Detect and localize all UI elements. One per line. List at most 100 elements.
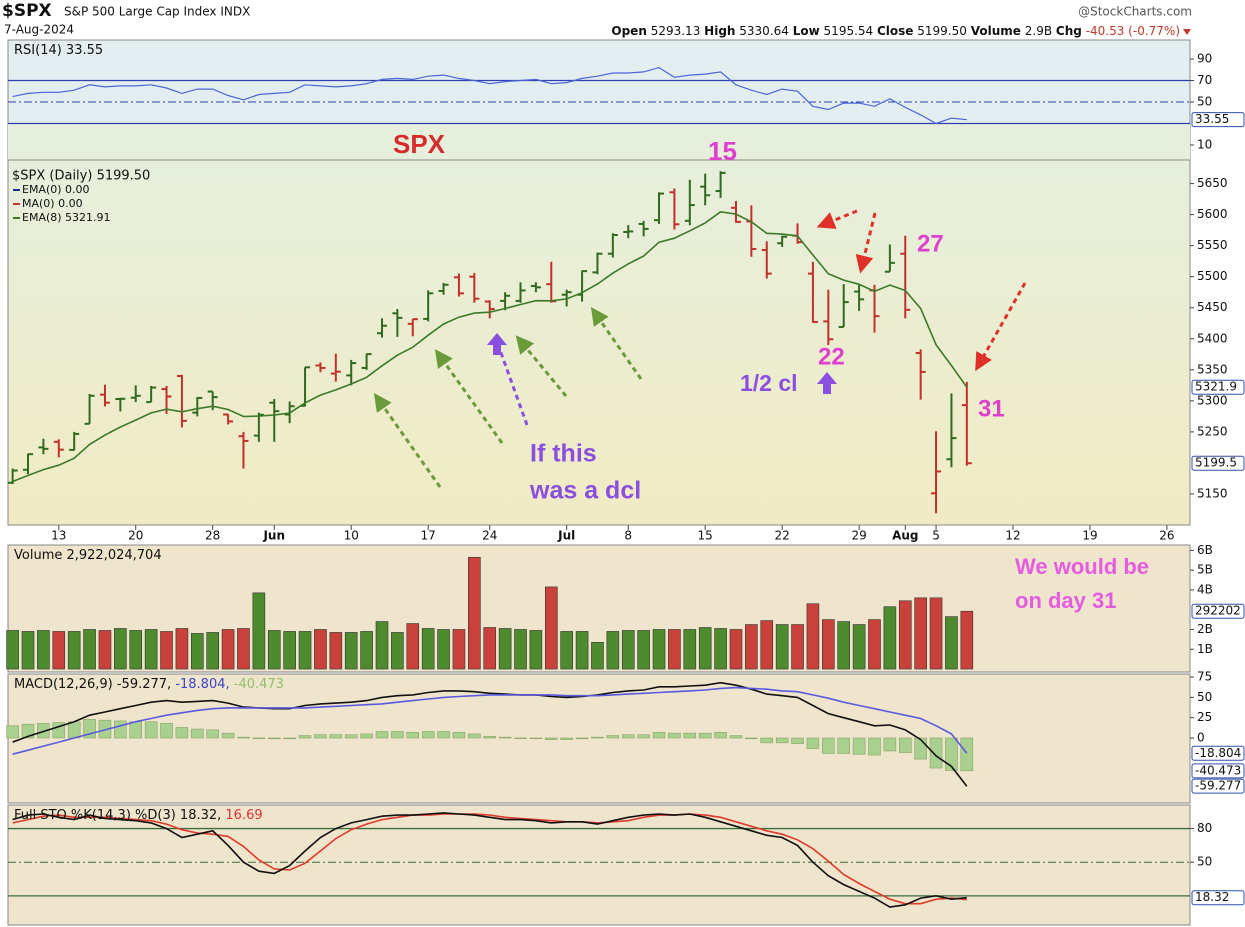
quote-label: High — [704, 24, 735, 38]
value-marker-label: 18.32 — [1195, 890, 1229, 904]
y-tick-label: 6B — [1197, 543, 1213, 557]
y-tick-label: 5300 — [1197, 393, 1228, 407]
volume-bar — [237, 628, 250, 670]
x-tick-label: Jun — [262, 529, 285, 543]
y-tick-label: 5450 — [1197, 300, 1228, 314]
volume-bar — [606, 631, 620, 670]
y-tick-label: 5400 — [1197, 331, 1228, 345]
volume-bar — [929, 597, 943, 670]
arrow — [816, 209, 858, 229]
histogram-bar — [6, 725, 19, 739]
histogram-bar — [406, 732, 420, 739]
plot: 13 20 28 Jun 10 17 24 Jul 8 15 22 29 Aug 5 12 19 26 10 50 7… — [6, 43, 1245, 908]
histogram-bar — [314, 734, 327, 739]
value-marker-label: -40.473 — [1195, 763, 1241, 777]
quote-value: 5293.13 — [651, 24, 701, 38]
volume-bar — [483, 627, 497, 670]
arrow — [975, 282, 1027, 372]
legend-label: -18.804, — [171, 677, 229, 692]
x-tick-label: 17 — [421, 529, 436, 543]
y-tick-label: 5150 — [1197, 486, 1228, 500]
y-tick-label: 5550 — [1197, 238, 1228, 252]
volume-bar — [714, 628, 727, 670]
histogram-bar — [468, 733, 481, 739]
volume-bar — [391, 632, 404, 670]
volume-bar — [591, 642, 604, 670]
value-marker-label: -59.277 — [1195, 779, 1241, 793]
volume-bar — [114, 628, 127, 670]
volume-bar — [898, 600, 912, 670]
legend-label: EMA(0) 0.00 — [22, 183, 90, 196]
legend-label: Volume 2,922,024,704 — [14, 548, 162, 563]
y-tick-label: 10 — [1197, 137, 1212, 151]
volume-bar — [437, 629, 450, 670]
histogram-bar — [591, 736, 604, 739]
value-marker-label: 292202 — [1195, 604, 1241, 618]
quote-value: 5330.64 — [739, 24, 789, 38]
line — [12, 66, 967, 125]
quote-label: Close — [877, 24, 913, 38]
x-tick-label: 15 — [698, 529, 713, 543]
x-tick-label: 20 — [128, 529, 143, 543]
volume-bar — [52, 631, 66, 670]
quote-label: Volume — [971, 24, 1021, 38]
volume-bar — [191, 633, 204, 670]
x-tick-label: 8 — [624, 529, 632, 543]
volume-bar — [6, 630, 19, 670]
y-tick-label: 75 — [1197, 670, 1212, 684]
volume-bar — [421, 628, 435, 670]
annotation: 31 — [978, 395, 1005, 422]
legend-label: RSI(14) 33.55 — [14, 43, 103, 58]
value-marker-label: 5199.5 — [1195, 456, 1237, 470]
volume-bar — [868, 619, 881, 670]
histogram-bar — [791, 737, 804, 744]
x-tick-label: 19 — [1082, 529, 1097, 543]
up-arrow — [817, 372, 837, 394]
volume-bar — [637, 630, 650, 670]
annotation: 15 — [708, 136, 737, 166]
volume-bar — [544, 586, 558, 670]
y-tick-label: 5500 — [1197, 269, 1228, 283]
legend-label: EMA(8) 5321.91 — [22, 211, 111, 224]
histogram-bar — [144, 721, 158, 739]
legend: Full STO %K(14,3) %D(3) 18.32, 16.69 — [14, 808, 263, 823]
x-tick-label: 12 — [1005, 529, 1020, 543]
volume-bar — [252, 592, 266, 670]
quote-value: 5195.54 — [824, 24, 874, 38]
volume-bar — [98, 630, 112, 670]
histogram-bar — [360, 733, 373, 739]
arrow — [515, 335, 568, 397]
line — [12, 686, 968, 755]
annotation: 1/2 cl — [740, 370, 798, 396]
x-tick-label: 13 — [51, 529, 66, 543]
volume-bar — [83, 629, 96, 670]
index-name: S&P 500 Large Cap Index INDX — [64, 5, 250, 19]
date: 7-Aug-2024 — [4, 23, 74, 37]
legend-label: MA(0) 0.00 — [22, 197, 83, 210]
down-icon — [1183, 29, 1191, 35]
arrow — [498, 349, 529, 426]
y-tick-label: 25 — [1197, 710, 1212, 724]
arrows — [373, 209, 1027, 488]
macd-panel — [7, 673, 1191, 804]
volume-bar — [267, 630, 281, 670]
histogram-bar — [344, 734, 358, 739]
histogram-bar — [745, 737, 758, 740]
volume-bar — [452, 629, 466, 670]
legend-label: $SPX (Daily) 5199.50 — [12, 169, 150, 184]
histogram-bar — [698, 732, 712, 739]
annotation: 22 — [818, 343, 845, 370]
histogram-bar — [637, 734, 650, 739]
histogram-bar — [729, 735, 743, 739]
x-tick-label: 22 — [775, 529, 790, 543]
histogram-bar — [67, 721, 81, 739]
y-tick-label: 50 — [1197, 94, 1212, 108]
histogram-bar — [206, 729, 219, 739]
histogram-bar — [329, 734, 343, 739]
volume-bar — [621, 630, 635, 670]
value-marker — [1191, 778, 1245, 794]
volume-bar — [175, 628, 189, 670]
histogram-bar — [806, 737, 820, 749]
symbol: $SPX — [2, 1, 52, 21]
